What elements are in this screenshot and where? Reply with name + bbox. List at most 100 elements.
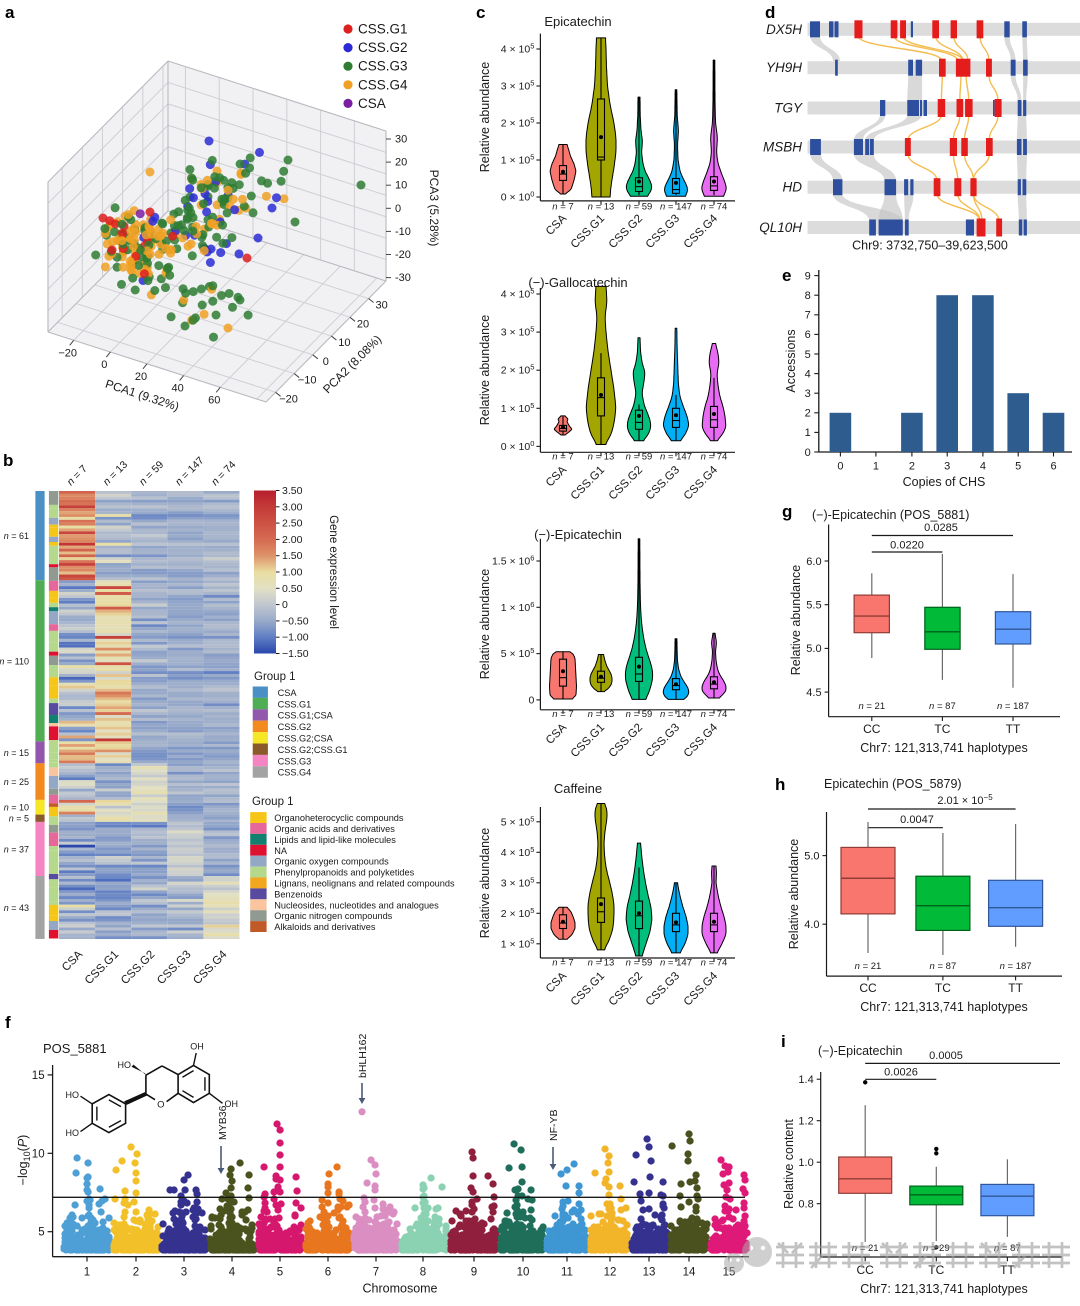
svg-text:TC: TC: [928, 1263, 944, 1277]
svg-text:QL10H: QL10H: [759, 220, 802, 235]
svg-text:8: 8: [805, 290, 811, 302]
svg-text:Benzenoids: Benzenoids: [274, 889, 322, 899]
svg-text:Organoheterocyclic compounds: Organoheterocyclic compounds: [274, 813, 404, 823]
svg-text:1: 1: [84, 1267, 90, 1279]
svg-text:6: 6: [1050, 461, 1056, 473]
svg-text:n = 87: n = 87: [929, 701, 956, 712]
svg-text:6.0: 6.0: [806, 556, 821, 568]
svg-text:1 × 105: 1 × 105: [501, 153, 535, 167]
svg-text:h: h: [775, 775, 785, 794]
svg-text:n = 59: n = 59: [626, 202, 653, 213]
svg-text:Group 1: Group 1: [254, 671, 296, 683]
svg-text:4: 4: [805, 368, 811, 380]
svg-text:2: 2: [805, 408, 811, 420]
svg-text:-20: -20: [395, 249, 411, 261]
svg-text:40: 40: [171, 383, 183, 395]
svg-text:4.0: 4.0: [804, 919, 819, 931]
svg-text:7: 7: [373, 1267, 379, 1279]
svg-text:1.5 × 106: 1.5 × 106: [492, 554, 534, 568]
svg-text:Relative abundance: Relative abundance: [787, 839, 801, 950]
svg-text:n = 13: n = 13: [588, 202, 615, 213]
svg-text:0: 0: [837, 461, 843, 473]
svg-text:5: 5: [1015, 461, 1021, 473]
svg-text:f: f: [5, 1013, 11, 1032]
svg-text:Lipids and lipid-like molecule: Lipids and lipid-like molecules: [274, 835, 396, 845]
svg-text:CSS.G1: CSS.G1: [358, 22, 408, 37]
svg-text:14: 14: [683, 1267, 696, 1279]
svg-text:4 × 105: 4 × 105: [501, 42, 535, 56]
svg-text:−1.50: −1.50: [282, 648, 309, 660]
svg-text:Chr7: 121,313,741 haplotypes: Chr7: 121,313,741 haplotypes: [860, 1282, 1028, 1296]
svg-text:0: 0: [282, 599, 288, 611]
svg-text:HO: HO: [66, 1128, 80, 1138]
svg-text:−20: −20: [279, 393, 298, 405]
svg-text:Organic acids and derivatives: Organic acids and derivatives: [274, 824, 395, 834]
svg-text:n = 59: n = 59: [626, 958, 653, 969]
svg-text:5.0: 5.0: [806, 643, 821, 655]
svg-text:3.00: 3.00: [282, 501, 303, 513]
svg-text:3 × 105: 3 × 105: [501, 875, 535, 889]
svg-text:7: 7: [805, 310, 811, 322]
svg-text:TC: TC: [935, 981, 951, 995]
svg-text:2 × 105: 2 × 105: [501, 116, 535, 130]
svg-text:CSS.G2;CSS.G1: CSS.G2;CSS.G1: [278, 745, 348, 755]
svg-text:0.0005: 0.0005: [929, 1050, 963, 1062]
svg-text:n = 74: n = 74: [701, 452, 728, 463]
svg-text:n = 187: n = 187: [1000, 961, 1032, 972]
svg-text:(−)-Epicatechin (POS_5881): (−)-Epicatechin (POS_5881): [812, 508, 969, 522]
svg-text:n = 147: n = 147: [660, 452, 692, 463]
svg-text:Lignans, neolignans and relate: Lignans, neolignans and related compound…: [274, 879, 455, 889]
svg-text:−0.50: −0.50: [282, 615, 309, 627]
svg-text:CC: CC: [857, 1263, 875, 1277]
svg-text:(−)-Epicatechin: (−)-Epicatechin: [818, 1044, 902, 1058]
svg-text:bHLH162: bHLH162: [357, 1033, 369, 1078]
svg-text:30: 30: [395, 134, 407, 146]
svg-text:1.0: 1.0: [798, 1157, 813, 1169]
svg-text:Relative abundance: Relative abundance: [478, 62, 492, 173]
svg-text:4.5: 4.5: [806, 687, 821, 699]
svg-text:n = 13: n = 13: [588, 709, 615, 720]
svg-text:2.00: 2.00: [282, 534, 303, 546]
svg-text:n = 5: n = 5: [9, 814, 29, 824]
svg-text:n = 15: n = 15: [4, 748, 29, 758]
svg-text:10: 10: [517, 1267, 530, 1279]
svg-text:CSS.G1;CSA: CSS.G1;CSA: [278, 711, 334, 721]
svg-text:10: 10: [338, 337, 350, 349]
svg-text:5: 5: [277, 1267, 283, 1279]
svg-text:n = 21: n = 21: [855, 961, 882, 972]
svg-text:i: i: [781, 1032, 786, 1051]
svg-text:-30: -30: [395, 272, 411, 284]
svg-text:3.50: 3.50: [282, 485, 303, 497]
svg-text:13: 13: [643, 1267, 656, 1279]
svg-text:n = 74: n = 74: [701, 202, 728, 213]
svg-text:n = 59: n = 59: [626, 452, 653, 463]
svg-text:1: 1: [873, 461, 879, 473]
svg-text:8: 8: [420, 1267, 426, 1279]
svg-text:n = 10: n = 10: [4, 803, 29, 813]
svg-text:−20: −20: [58, 347, 77, 359]
svg-text:3: 3: [181, 1267, 187, 1279]
svg-text:CSS.G4: CSS.G4: [278, 768, 312, 778]
svg-text:Relative content: Relative content: [782, 1119, 796, 1209]
svg-text:Group 1: Group 1: [252, 796, 294, 808]
svg-text:2: 2: [909, 461, 915, 473]
svg-text:n = 187: n = 187: [997, 701, 1029, 712]
svg-text:c: c: [476, 3, 485, 22]
svg-text:e: e: [782, 266, 791, 285]
svg-text:n = 110: n = 110: [0, 656, 29, 666]
svg-text:Relative abundance: Relative abundance: [478, 828, 492, 939]
svg-text:n = 37: n = 37: [4, 845, 29, 855]
svg-text:TT: TT: [1000, 1263, 1015, 1277]
svg-text:CSS.G2;CSA: CSS.G2;CSA: [278, 734, 334, 744]
svg-text:Epicatechin: Epicatechin: [544, 14, 611, 29]
svg-text:1.00: 1.00: [282, 567, 303, 579]
svg-text:HO: HO: [118, 1060, 132, 1070]
svg-text:NF-YB: NF-YB: [548, 1110, 560, 1142]
svg-text:Alkaloids and derivatives: Alkaloids and derivatives: [274, 922, 376, 932]
svg-text:n = 25: n = 25: [4, 777, 29, 787]
svg-text:1: 1: [805, 427, 811, 439]
svg-text:n = 7: n = 7: [552, 202, 573, 213]
svg-text:NA: NA: [274, 846, 288, 856]
svg-text:Relative abundance: Relative abundance: [789, 565, 803, 676]
svg-text:1.2: 1.2: [798, 1116, 813, 1128]
